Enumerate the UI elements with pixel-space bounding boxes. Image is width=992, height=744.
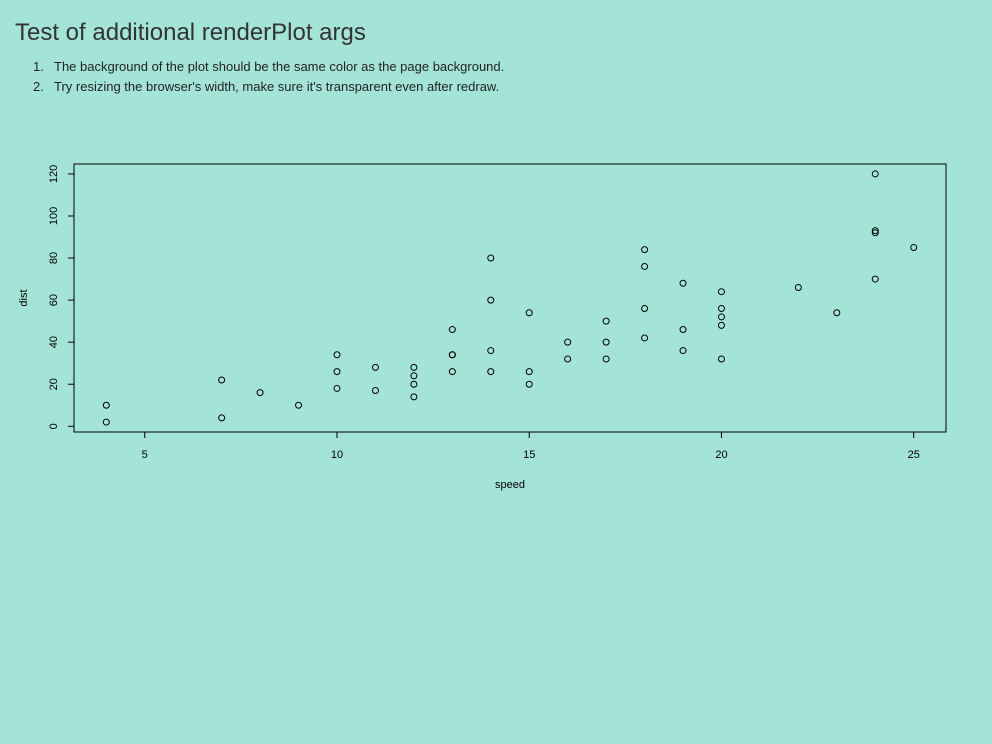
data-point: [218, 376, 226, 384]
x-axis-label: speed: [495, 479, 525, 491]
data-point: [602, 338, 610, 346]
instruction-item: 2. Try resizing the browser's width, mak…: [33, 77, 504, 97]
data-point: [256, 389, 264, 397]
data-point: [871, 170, 879, 178]
y-tick-label: 20: [48, 378, 60, 390]
data-point: [448, 368, 456, 376]
data-point: [102, 418, 110, 426]
page-title: Test of additional renderPlot args: [15, 19, 366, 46]
y-tick-label: 100: [48, 207, 60, 225]
y-tick-label: 80: [48, 252, 60, 264]
data-point: [833, 309, 841, 317]
data-point: [679, 279, 687, 287]
x-axis: 5 10 15 20 25: [142, 432, 920, 461]
scatter-plot: 5 10 15 20 25 0 20 40 60 80 100 120 speed dist: [18, 163, 947, 491]
data-point: [641, 334, 649, 342]
data-point: [218, 414, 226, 422]
data-point: [333, 368, 341, 376]
data-point: [487, 347, 495, 355]
data-point: [371, 363, 379, 371]
data-point: [410, 380, 418, 388]
data-point: [410, 393, 418, 401]
y-axis: 0 20 40 60 80 100 120: [48, 165, 74, 429]
data-point: [564, 355, 572, 363]
plot-frame: [73, 163, 947, 433]
data-point: [448, 351, 456, 359]
instruction-item: 1. The background of the plot should be …: [33, 57, 504, 77]
data-point: [679, 326, 687, 334]
instruction-number: 1.: [33, 59, 44, 74]
data-point: [717, 305, 725, 313]
data-point: [871, 229, 879, 237]
data-point: [525, 380, 533, 388]
data-point: [525, 309, 533, 317]
data-point: [717, 355, 725, 363]
data-point: [602, 317, 610, 325]
data-point: [295, 401, 303, 409]
x-tick-label: 10: [331, 449, 343, 461]
data-point: [717, 288, 725, 296]
data-point: [564, 338, 572, 346]
data-point: [717, 313, 725, 321]
data-point: [525, 368, 533, 376]
data-point: [717, 321, 725, 329]
data-point: [448, 326, 456, 334]
data-point: [410, 372, 418, 380]
y-tick-label: 120: [48, 165, 60, 183]
data-point: [641, 246, 649, 254]
y-tick-label: 60: [48, 294, 60, 306]
data-point: [871, 275, 879, 283]
x-tick-label: 15: [523, 449, 535, 461]
x-tick-label: 20: [715, 449, 727, 461]
data-point: [679, 347, 687, 355]
data-point: [102, 401, 110, 409]
data-point: [641, 262, 649, 270]
data-point: [333, 384, 341, 392]
y-tick-label: 0: [48, 423, 60, 429]
plot-border: [73, 163, 947, 433]
data-point: [487, 254, 495, 262]
data-point: [871, 227, 879, 235]
x-tick-label: 25: [908, 449, 920, 461]
data-point: [487, 368, 495, 376]
data-point: [333, 351, 341, 359]
data-point: [410, 363, 418, 371]
data-points: [102, 170, 918, 426]
x-tick-label: 5: [142, 449, 148, 461]
data-point: [487, 296, 495, 304]
data-point: [910, 244, 918, 252]
instructions-list: 1. The background of the plot should be …: [33, 57, 504, 97]
instruction-text: Try resizing the browser's width, make s…: [54, 79, 500, 94]
data-point: [602, 355, 610, 363]
instruction-number: 2.: [33, 79, 44, 94]
y-axis-label: dist: [18, 289, 30, 306]
data-point: [641, 305, 649, 313]
data-point: [794, 283, 802, 291]
instruction-text: The background of the plot should be the…: [54, 59, 505, 74]
data-point: [371, 387, 379, 395]
y-tick-label: 40: [48, 336, 60, 348]
